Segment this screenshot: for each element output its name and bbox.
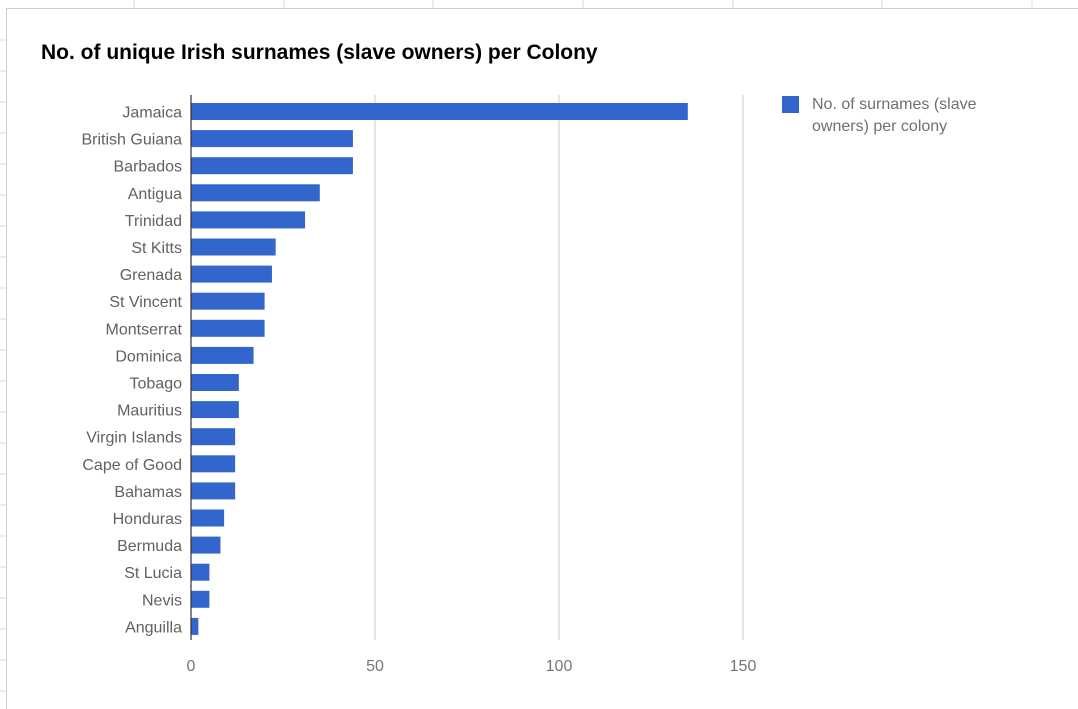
bar (191, 590, 210, 608)
category-label: Jamaica (122, 105, 182, 122)
category-label: Barbados (114, 159, 183, 176)
category-label: Bahamas (114, 484, 182, 501)
category-label: Tobago (130, 376, 183, 393)
x-tick-label: 0 (187, 658, 196, 675)
x-tick-label: 150 (730, 658, 757, 675)
category-label: Grenada (120, 267, 182, 284)
category-label: Dominica (115, 348, 182, 365)
bar (191, 536, 221, 554)
category-label: Bermuda (117, 538, 182, 555)
category-label: Nevis (142, 592, 182, 609)
category-label: Anguilla (125, 619, 182, 636)
chart-card[interactable] (6, 8, 1078, 709)
bar (191, 563, 210, 581)
bar (191, 346, 254, 364)
bar (191, 482, 236, 500)
category-label: Mauritius (117, 403, 182, 420)
bar (191, 211, 306, 229)
bar (191, 130, 353, 148)
bar (191, 401, 239, 419)
bar (191, 103, 688, 120)
category-label: Montserrat (106, 321, 183, 338)
category-label: Cape of Good (82, 457, 182, 474)
bar (191, 455, 236, 473)
category-label: British Guiana (82, 132, 183, 149)
chart-title: No. of unique Irish surnames (slave owne… (41, 41, 598, 64)
bar (191, 238, 276, 256)
bar (191, 617, 199, 635)
category-label: St Vincent (109, 294, 182, 311)
legend-label: No. of surnames (slave owners) per colon… (812, 96, 977, 135)
bar (191, 184, 320, 202)
category-label: St Lucia (124, 565, 182, 582)
category-label: Trinidad (125, 213, 182, 230)
category-label: Antigua (128, 186, 182, 203)
category-label: Honduras (113, 511, 182, 528)
legend-swatch (782, 96, 799, 113)
category-label: St Kitts (131, 240, 182, 257)
bar (191, 157, 353, 175)
bar (191, 374, 239, 391)
bar (191, 428, 236, 446)
x-tick-label: 100 (546, 658, 573, 675)
bar (191, 509, 225, 527)
bar (191, 319, 265, 337)
x-tick-label: 50 (366, 658, 384, 675)
bar (191, 265, 272, 283)
bar (191, 292, 265, 310)
category-label: Virgin Islands (86, 430, 182, 447)
